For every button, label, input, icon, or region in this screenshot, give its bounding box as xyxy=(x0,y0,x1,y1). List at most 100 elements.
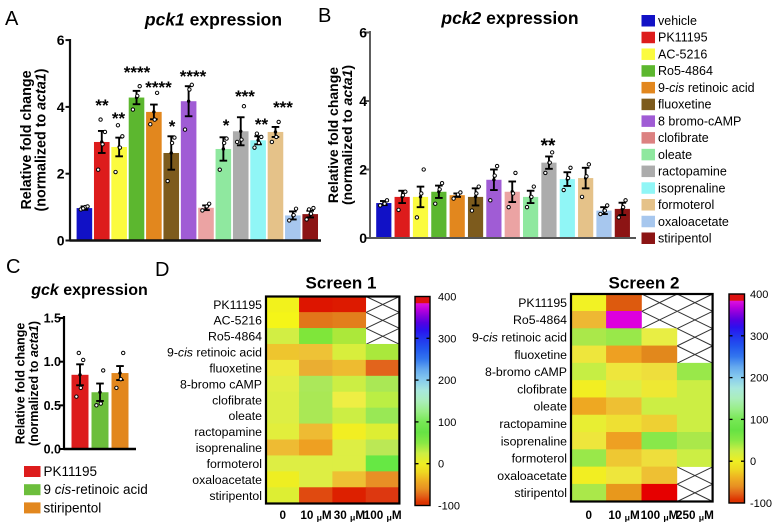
svg-text:0: 0 xyxy=(438,459,444,471)
svg-text:stiripentol: stiripentol xyxy=(514,486,567,500)
svg-text:formoterol: formoterol xyxy=(207,457,262,471)
svg-text:6: 6 xyxy=(359,25,367,41)
svg-text:Ro5-4864: Ro5-4864 xyxy=(208,330,262,344)
svg-text:clofibrate: clofibrate xyxy=(212,393,262,407)
svg-text:PK11195: PK11195 xyxy=(658,31,708,45)
svg-text:clofibrate: clofibrate xyxy=(517,382,567,396)
svg-text:PK11195: PK11195 xyxy=(44,464,98,479)
svg-text:Ro5-4864: Ro5-4864 xyxy=(658,64,713,78)
svg-text:C: C xyxy=(6,256,20,278)
svg-text:stiripentol: stiripentol xyxy=(44,500,102,515)
svg-text:Ro5-4864: Ro5-4864 xyxy=(513,313,567,327)
svg-text:9-cis retinoic acid: 9-cis retinoic acid xyxy=(167,346,262,360)
svg-text:**: ** xyxy=(255,115,269,134)
svg-text:10 μM: 10 μM xyxy=(300,509,331,523)
svg-text:oleate: oleate xyxy=(658,148,692,162)
svg-text:ractopamine: ractopamine xyxy=(658,165,727,179)
svg-text:8-bromo cAMP: 8-bromo cAMP xyxy=(485,365,567,379)
svg-text:****: **** xyxy=(145,78,172,97)
svg-text:200: 200 xyxy=(438,375,456,387)
svg-text:Screen 2: Screen 2 xyxy=(609,274,680,293)
svg-text:2: 2 xyxy=(57,166,65,182)
svg-text:6: 6 xyxy=(57,32,65,48)
svg-text:0: 0 xyxy=(750,456,756,468)
svg-text:0.5: 0.5 xyxy=(44,399,61,413)
svg-text:ractopamine: ractopamine xyxy=(499,417,567,431)
svg-text:**: ** xyxy=(95,96,109,115)
svg-text:****: **** xyxy=(124,63,151,82)
svg-text:isoprenaline: isoprenaline xyxy=(658,181,725,195)
svg-text:30 μM: 30 μM xyxy=(334,509,365,523)
svg-text:10 μM: 10 μM xyxy=(608,509,639,523)
svg-text:fluoxetine: fluoxetine xyxy=(658,98,712,112)
svg-text:-100: -100 xyxy=(750,498,772,510)
svg-text:formoterol: formoterol xyxy=(512,452,567,466)
svg-text:*: * xyxy=(223,116,230,135)
svg-text:Relative fold change: Relative fold change xyxy=(325,67,341,203)
svg-text:isoprenaline: isoprenaline xyxy=(196,441,262,455)
svg-text:AC-5216: AC-5216 xyxy=(658,48,707,62)
svg-text:400: 400 xyxy=(750,289,768,301)
svg-text:stiripentol: stiripentol xyxy=(209,489,262,503)
svg-text:4: 4 xyxy=(359,93,367,109)
svg-text:9-cis retinoic acid: 9-cis retinoic acid xyxy=(658,81,755,95)
svg-text:****: **** xyxy=(180,67,207,86)
svg-text:0: 0 xyxy=(359,230,367,246)
svg-text:oleate: oleate xyxy=(228,409,262,423)
svg-text:Relative fold change: Relative fold change xyxy=(14,323,28,445)
svg-text:8-bromo cAMP: 8-bromo cAMP xyxy=(180,377,262,391)
svg-text:pck2 expression: pck2 expression xyxy=(440,8,578,28)
svg-text:ractopamine: ractopamine xyxy=(194,425,262,439)
svg-text:*: * xyxy=(169,117,176,136)
svg-text:oxaloacetate: oxaloacetate xyxy=(658,215,729,229)
svg-text:8 bromo-cAMP: 8 bromo-cAMP xyxy=(658,114,741,128)
svg-text:fluoxetine: fluoxetine xyxy=(514,348,567,362)
svg-text:oxaloacetate: oxaloacetate xyxy=(192,473,262,487)
svg-text:stiripentol: stiripentol xyxy=(658,232,712,246)
svg-text:9-cis retinoic acid: 9-cis retinoic acid xyxy=(472,331,567,345)
svg-text:4: 4 xyxy=(57,99,65,115)
svg-text:300: 300 xyxy=(750,331,768,343)
svg-text:-100: -100 xyxy=(438,501,460,513)
svg-text:1.0: 1.0 xyxy=(44,355,61,369)
svg-text:(normalized to acta1): (normalized to acta1) xyxy=(27,321,41,446)
svg-text:oxaloacetate: oxaloacetate xyxy=(497,469,567,483)
svg-text:100 μM: 100 μM xyxy=(641,509,679,523)
svg-text:(normalized to acta1): (normalized to acta1) xyxy=(339,65,355,205)
svg-text:D: D xyxy=(155,259,169,281)
svg-text:100: 100 xyxy=(750,414,768,426)
svg-text:PK11195: PK11195 xyxy=(518,296,567,310)
svg-text:1.5: 1.5 xyxy=(44,312,61,326)
svg-text:300: 300 xyxy=(438,333,456,345)
svg-text:A: A xyxy=(5,8,19,30)
svg-text:AC-5216: AC-5216 xyxy=(213,314,262,328)
svg-text:0: 0 xyxy=(279,509,286,522)
svg-text:250 μM: 250 μM xyxy=(676,509,714,523)
svg-text:200: 200 xyxy=(750,373,768,385)
svg-text:2: 2 xyxy=(359,162,367,178)
svg-text:Relative fold change: Relative fold change xyxy=(19,70,35,209)
svg-text:0: 0 xyxy=(585,509,592,522)
svg-text:B: B xyxy=(318,5,331,27)
svg-text:formoterol: formoterol xyxy=(658,198,714,212)
svg-text:PK11195: PK11195 xyxy=(213,298,262,312)
svg-text:vehicle: vehicle xyxy=(658,14,697,28)
svg-text:0.0: 0.0 xyxy=(44,443,61,457)
svg-text:**: ** xyxy=(112,109,126,128)
svg-text:oleate: oleate xyxy=(533,400,567,414)
svg-text:fluoxetine: fluoxetine xyxy=(209,362,262,376)
svg-text:pck1 expression: pck1 expression xyxy=(144,10,282,30)
svg-text:100 μM: 100 μM xyxy=(364,509,402,523)
svg-text:100: 100 xyxy=(438,417,456,429)
svg-text:400: 400 xyxy=(438,292,456,304)
svg-text:clofibrate: clofibrate xyxy=(658,131,709,145)
svg-text:**: ** xyxy=(541,136,556,157)
svg-text:***: *** xyxy=(235,87,255,106)
svg-text:***: *** xyxy=(273,98,293,117)
svg-text:0: 0 xyxy=(57,233,65,249)
svg-text:Screen 1: Screen 1 xyxy=(306,274,377,293)
svg-text:gck expression: gck expression xyxy=(30,282,148,299)
svg-text:9 cis-retinoic acid: 9 cis-retinoic acid xyxy=(44,482,148,497)
svg-text:isoprenaline: isoprenaline xyxy=(501,434,567,448)
svg-text:(normalized to acta1): (normalized to acta1) xyxy=(34,68,50,211)
